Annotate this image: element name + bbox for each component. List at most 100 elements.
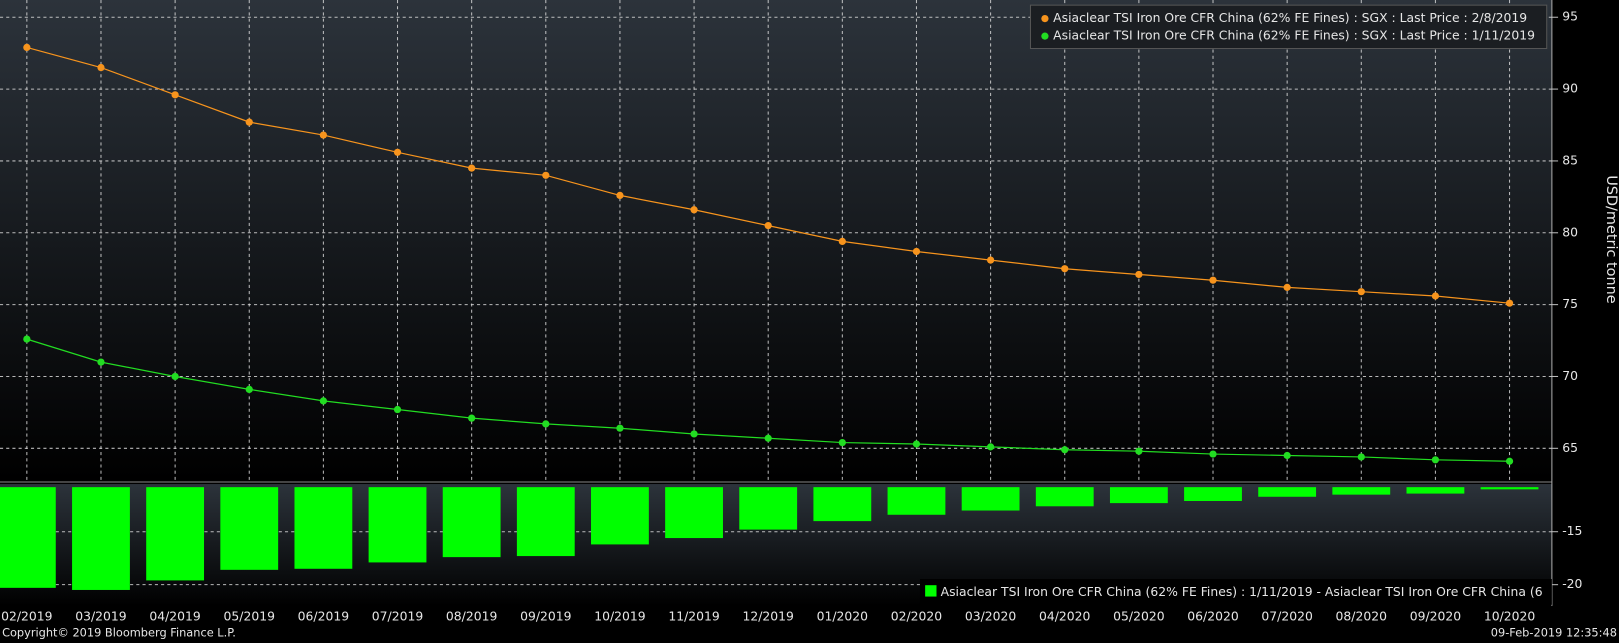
point <box>1061 446 1069 454</box>
x-tick-label: 02/2019 <box>1 610 52 624</box>
bar <box>1109 487 1168 504</box>
bar <box>442 487 501 558</box>
point <box>690 206 698 214</box>
point <box>23 43 31 52</box>
y-tick-label: 85 <box>1562 153 1578 167</box>
y-tick-label: -20 <box>1562 577 1582 591</box>
point <box>1209 276 1217 284</box>
point <box>468 414 476 422</box>
point <box>245 118 253 126</box>
bar <box>1184 487 1242 502</box>
point <box>23 335 31 343</box>
point <box>1061 265 1069 273</box>
x-tick-label: 08/2020 <box>1336 610 1388 624</box>
legend-label: Asiaclear TSI Iron Ore CFR China (62% FE… <box>1053 29 1535 43</box>
top-panel <box>0 0 1552 480</box>
bar <box>1035 487 1094 507</box>
bar <box>1332 487 1391 495</box>
x-tick-label: 03/2020 <box>965 610 1017 624</box>
point <box>690 430 698 438</box>
point <box>319 397 328 405</box>
point <box>1283 451 1291 460</box>
point <box>1357 453 1365 461</box>
y-tick-label: 75 <box>1562 297 1578 311</box>
legend-marker <box>1041 32 1049 40</box>
x-tick-label: 09/2019 <box>520 610 571 624</box>
legend-marker <box>1041 14 1049 23</box>
x-tick-label: 10/2020 <box>1484 610 1536 624</box>
legend-box <box>919 579 1552 605</box>
bar <box>368 487 427 563</box>
point <box>616 191 624 200</box>
bar <box>220 487 279 570</box>
point <box>319 131 328 139</box>
y-tick-label: -15 <box>1562 524 1582 538</box>
point <box>1357 288 1365 296</box>
x-tick-label: 05/2020 <box>1113 610 1165 624</box>
point <box>1505 457 1514 465</box>
point <box>1431 292 1440 300</box>
bar <box>665 487 723 539</box>
bar <box>294 487 353 569</box>
x-tick-label: 11/2019 <box>668 610 719 624</box>
x-tick-label: 09/2020 <box>1410 610 1462 624</box>
point <box>542 171 550 179</box>
bar <box>0 487 56 588</box>
legend: Asiaclear TSI Iron Ore CFR China (62% FE… <box>919 579 1552 605</box>
y-tick-label: 95 <box>1562 10 1578 24</box>
legend-marker <box>925 585 937 597</box>
point <box>468 164 476 172</box>
point <box>912 247 921 256</box>
point <box>1209 450 1217 458</box>
point <box>838 438 846 447</box>
x-tick-label: 10/2019 <box>594 610 645 624</box>
point <box>1135 447 1143 455</box>
point <box>764 221 772 230</box>
point <box>838 237 846 246</box>
x-tick-label: 04/2019 <box>149 610 200 624</box>
point <box>986 256 995 264</box>
x-tick-label: 01/2020 <box>817 610 869 624</box>
y-axis-title: USD/metric tonne <box>1603 175 1619 304</box>
bar <box>72 487 130 590</box>
legend-label: Asiaclear TSI Iron Ore CFR China (62% FE… <box>1053 11 1527 25</box>
point <box>912 440 921 448</box>
point <box>1505 299 1514 307</box>
copyright: Copyright© 2019 Bloomberg Finance L.P. <box>2 626 236 640</box>
bar <box>739 487 798 530</box>
x-tick-label: 02/2020 <box>891 610 943 624</box>
point <box>542 420 550 428</box>
plot-layer: 65 70 75 80 85 90 95 Asiaclear TSI Iron Ore CFR… <box>0 0 1583 624</box>
bar <box>1406 487 1465 494</box>
x-tick-label: 03/2019 <box>75 610 126 624</box>
x-tick-label: 06/2019 <box>298 610 349 624</box>
y-tick-label: 80 <box>1562 225 1578 239</box>
x-tick-label: 07/2019 <box>372 610 423 624</box>
x-tick-label: 08/2019 <box>446 610 497 624</box>
point <box>616 424 624 432</box>
point <box>97 63 105 72</box>
legend: Asiaclear TSI Iron Ore CFR China (62% FE… <box>1029 4 1548 50</box>
point <box>1283 283 1291 291</box>
x-tick-label: 05/2019 <box>224 610 275 624</box>
legend-label: Asiaclear TSI Iron Ore CFR China (62% FE… <box>941 585 1543 599</box>
y-tick-label: 65 <box>1562 441 1578 455</box>
point <box>171 372 179 381</box>
timestamp: 09-Feb-2019 12:35:48 <box>1491 626 1617 640</box>
x-tick-label: 04/2020 <box>1039 610 1091 624</box>
point <box>986 443 995 451</box>
bar <box>146 487 205 581</box>
bar <box>1480 487 1539 490</box>
point <box>171 91 179 99</box>
bar <box>591 487 649 545</box>
bar <box>1258 487 1317 497</box>
x-tick-label: 07/2020 <box>1261 610 1313 624</box>
x-tick-label: 12/2019 <box>742 610 793 624</box>
point <box>393 148 402 156</box>
y-tick-label: 70 <box>1562 369 1578 383</box>
bar <box>516 487 575 557</box>
point <box>764 434 772 442</box>
point <box>1431 456 1440 464</box>
point <box>97 358 105 366</box>
